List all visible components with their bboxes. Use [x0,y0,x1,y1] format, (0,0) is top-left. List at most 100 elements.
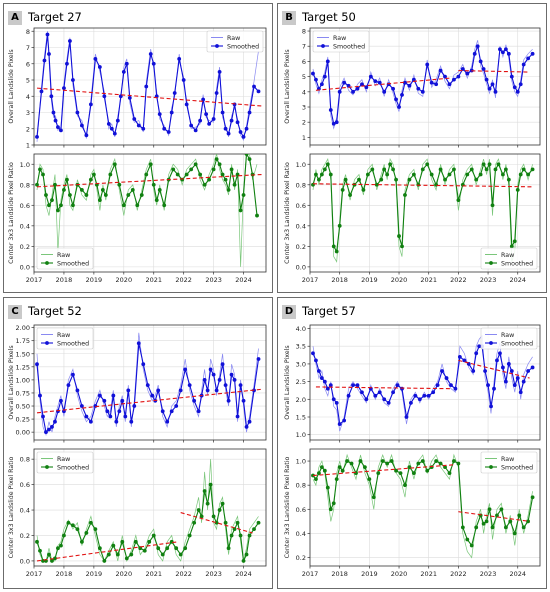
smoothed-point [56,125,60,130]
smoothed-point [340,188,345,192]
trend-line [36,87,262,107]
y-tick-label: 0.2 [296,554,306,562]
smoothed-point [123,414,128,419]
y-tick-label: 4 [26,93,30,101]
legend: Raw Smoothed [36,247,94,270]
smoothed-point [205,501,210,506]
panel-a-badge: A [8,11,22,25]
smoothed-point [39,89,44,94]
smoothed-point [44,193,48,197]
smoothed-point [93,527,98,532]
smoothed-point [56,208,60,213]
smoothed-point [385,172,390,177]
smoothed-point [472,51,477,56]
smoothed-point [208,482,213,487]
smoothed-point [456,74,461,79]
smoothed-point [126,388,131,393]
smoothed-point [214,520,219,525]
smoothed-point [403,193,407,197]
smoothed-point [62,188,66,192]
x-tick-label: 2022 [450,276,467,284]
smoothed-point [416,461,421,466]
smoothed-point [311,351,315,356]
smoothed-point [411,172,416,177]
smoothed-point [319,376,324,380]
y-tick-label: 0.4 [20,222,30,230]
smoothed-point [38,548,42,553]
smoothed-point [474,351,479,356]
x-tick-label: 2017 [26,276,43,284]
smoothed-point [103,193,108,197]
smoothed-point [334,477,339,482]
smoothed-point [462,358,467,363]
smoothed-point [322,74,327,79]
raw-series-line [312,158,533,263]
smoothed-point [196,409,201,414]
smoothed-point [175,172,180,177]
smoothed-point [207,121,212,126]
legend-raw-label: Raw [57,252,70,259]
y-tick-label: 1.0 [296,161,306,169]
smoothed-point [345,459,349,463]
smoothed-point [373,79,378,84]
smoothed-point [487,86,492,91]
smoothed-point [474,525,479,530]
smoothed-point [68,193,72,197]
smoothed-point [124,556,129,561]
smoothed-point [382,167,387,172]
smoothed-point [189,123,194,128]
smoothed-point [148,162,153,167]
smoothed-point [337,89,342,94]
smoothed-point [100,188,105,192]
smoothed-point [449,383,453,388]
smoothed-point [400,244,404,249]
y-tick-label: 0.4 [296,530,306,538]
y-tick-label: 0.0 [20,557,30,565]
smoothed-point [35,134,39,139]
legend: Raw Smoothed [36,327,94,350]
smoothed-point [440,369,444,373]
smoothed-point [319,465,324,469]
smoothed-point [429,172,434,177]
smoothed-point [487,162,492,167]
y-tick-label: 1.0 [20,161,30,169]
smoothed-point [66,520,71,525]
smoothed-point [53,182,57,187]
smoothed-point [144,84,149,89]
legend-smoothed-marker [489,341,493,345]
legend-box [36,247,94,270]
x-tick-label: 2020 [116,276,133,284]
trend-line [36,541,178,562]
smoothed-point [47,203,51,208]
smoothed-point [526,172,531,177]
smoothed-point [135,203,140,208]
trend-line [315,386,453,390]
smoothed-point [198,172,203,177]
smoothed-point [223,177,228,182]
y-tick-label: 0.6 [20,202,30,210]
smoothed-point [477,344,482,349]
legend-raw-label: Raw [57,456,70,463]
smoothed-point [193,128,198,133]
smoothed-point [452,77,456,82]
smoothed-point [334,249,339,254]
y-tick-label: 8 [302,28,306,36]
smoothed-point [484,77,489,82]
smoothed-point [93,56,98,61]
trend-line [315,77,450,91]
smoothed-point [478,172,483,177]
smoothed-point [232,377,237,382]
smoothed-point [187,383,192,388]
smoothed-point [453,386,458,391]
y-axis-label: Overall Landslide Pixels [284,49,291,123]
y-tick-label: 3 [26,109,30,117]
smoothed-point [50,425,54,429]
smoothed-point [530,365,535,370]
smoothed-point [354,471,358,476]
smoothed-point [379,177,384,182]
smoothed-point [474,177,479,182]
smoothed-point [112,131,117,136]
smoothed-point [229,118,234,123]
smoothed-point [252,84,256,89]
x-tick-label: 2017 [26,570,43,578]
